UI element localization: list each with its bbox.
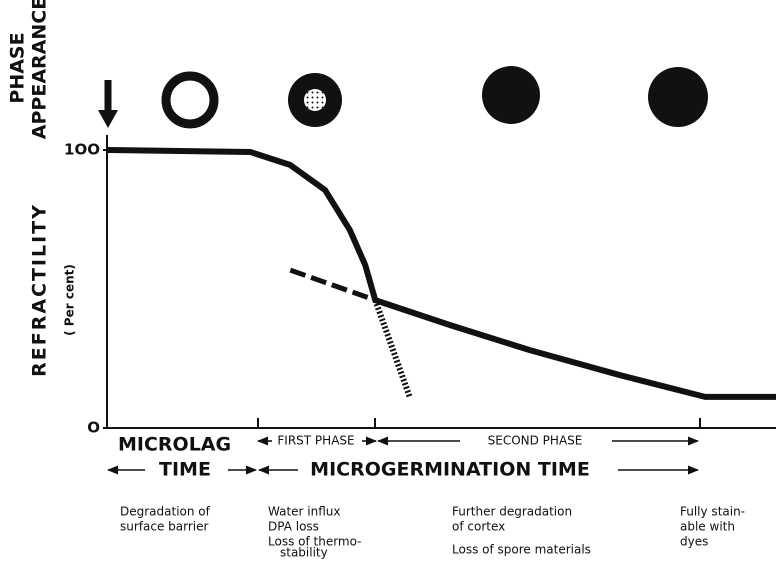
- time-label: TIME: [159, 459, 211, 481]
- y-axis-label: REFRACTILITY: [29, 203, 51, 377]
- y-tick-label: 1OO: [64, 141, 100, 159]
- description: of cortex: [452, 520, 505, 534]
- side-title: APPEARANCE: [29, 0, 51, 139]
- description: surface barrier: [120, 520, 209, 534]
- description: DPA loss: [268, 520, 319, 534]
- description: able with: [680, 520, 735, 534]
- description: Further degradation: [452, 505, 572, 519]
- line: [290, 270, 375, 300]
- phase-label: MICROLAG: [118, 434, 231, 456]
- phase-label: FIRST PHASE: [277, 434, 354, 448]
- description: Water influx: [268, 505, 341, 519]
- line: [375, 300, 410, 398]
- description: Loss of spore materials: [452, 543, 591, 557]
- chart: PHASE APPEARANCE REFRACTILITY ( Per cent…: [0, 0, 776, 575]
- description: Degradation of: [120, 505, 211, 519]
- time-label: MICROGERMINATION TIME: [310, 459, 590, 481]
- spore-icon: [482, 66, 540, 124]
- y-tick-label: O: [87, 419, 100, 437]
- spore-icon: [166, 76, 214, 124]
- arrow-icon: [98, 110, 118, 128]
- spore-core: [304, 89, 326, 111]
- y-axis-unit: ( Per cent): [63, 264, 77, 336]
- line: [107, 150, 776, 397]
- description: stability: [280, 546, 328, 560]
- description: Fully stain-: [680, 505, 745, 519]
- page: {"chart_data": {"type": "line", "side_ti…: [0, 0, 776, 575]
- side-title: PHASE: [7, 32, 29, 103]
- phase-label: SECOND PHASE: [488, 434, 583, 448]
- spore-icon: [648, 67, 708, 127]
- description: dyes: [680, 535, 708, 549]
